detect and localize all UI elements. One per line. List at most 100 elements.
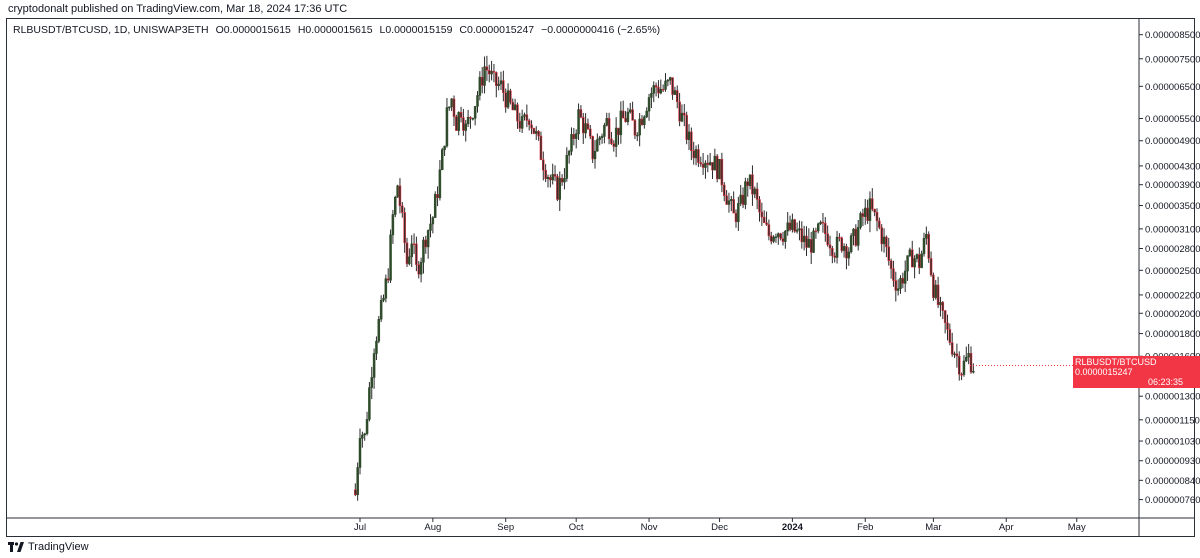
x-tick-label: Jul [354,522,366,533]
candle-body [572,134,576,139]
candle-body [753,188,757,195]
candle-body [551,174,554,181]
candle-body [605,118,608,126]
candle-body [955,353,959,357]
candle-body [751,174,754,195]
candle-body [704,162,707,168]
candle-body [513,104,517,111]
candle-body [730,199,733,201]
candle-body [356,467,359,496]
candle-body [817,223,820,232]
y-tick-label: 0.0000013000 [1145,392,1200,403]
candle-body [948,329,952,343]
candle-body [558,177,561,200]
candle-body [972,370,975,373]
candle-body [502,80,505,94]
candle-body [417,264,420,275]
candle-body [868,198,872,221]
candle-body [833,255,836,258]
time-axis: Jul Aug Sep Oct Nov Dec 2024 Feb Mar Apr May [354,518,1086,533]
candle-body [466,116,470,125]
candle-body [927,233,930,259]
ohlc-legend: RLBUSDT/BTCUSD, 1D, UNISWAP3ETH O0.00000… [13,24,664,36]
candle-body [469,116,472,119]
candle-body [864,207,867,217]
candle-body [666,79,670,82]
candle-body [767,224,771,237]
candle-body [542,159,545,171]
candle-body [659,88,663,94]
candle-body [422,239,425,263]
candle-body [828,244,832,249]
candle-body [849,235,853,253]
candle-body [795,229,799,232]
candle-body [861,213,865,217]
x-tick-label: May [1068,522,1086,533]
candle-body [934,284,937,298]
candle-body [802,235,806,243]
candle-body [607,118,611,140]
y-tick-label: 0.0000007600 [1145,495,1200,506]
candle-body [770,235,773,242]
candle-body [459,112,463,118]
candle-body [708,162,712,165]
candle-body [424,239,428,248]
candle-body [429,223,432,231]
candle-body [701,163,705,168]
y-tick-label: 0.0000025000 [1145,266,1200,277]
y-tick-label: 0.0000039000 [1145,180,1200,191]
candle-body [412,243,416,246]
candle-body [553,174,557,177]
candle-body [549,177,552,181]
candle-body [629,109,632,113]
y-tick-label: 0.0000028000 [1145,244,1200,255]
candle-body [960,374,963,376]
candle-body [530,124,533,129]
candle-body [377,318,381,342]
candle-body [887,246,890,261]
candle-body [485,66,489,71]
x-tick-label: Nov [641,522,658,533]
candle-body [969,353,973,373]
candle-body [621,110,625,119]
candle-body [584,123,587,134]
y-tick-label: 0.0000022000 [1145,290,1200,301]
candle-body [405,242,409,265]
candle-body [631,109,634,121]
candle-body [525,114,529,121]
candle-body [419,261,423,275]
candle-body [920,253,923,268]
candle-body [488,70,491,75]
candle-body [880,227,883,245]
candle-body [473,106,477,119]
x-tick-label: Oct [569,522,584,533]
tradingview-logo[interactable]: TradingView [8,541,89,553]
candle-body [918,254,921,268]
candle-body [758,199,761,213]
candle-body [497,83,500,87]
candle-body [676,90,679,103]
candle-body [772,236,775,242]
candle-body [878,220,881,228]
candle-body [368,387,371,420]
candle-body [821,221,825,224]
candle-body [619,110,623,136]
candle-body [800,228,804,243]
candle-body [441,149,444,170]
y-tick-label: 0.0000035000 [1145,201,1200,212]
candle-body [791,219,794,230]
candle-body [577,109,580,135]
candle-body [535,131,538,134]
legend-open: O0.0000015615 [215,24,291,36]
candle-body [943,310,947,324]
candle-body [899,277,902,289]
legend-symbol[interactable]: RLBUSDT/BTCUSD, 1D, UNISWAP3ETH [13,24,209,36]
x-tick-label: Aug [424,522,441,533]
y-tick-label: 0.0000020000 [1145,309,1200,320]
candle-body [911,249,914,268]
candle-body [565,155,569,179]
candle-body [908,249,912,256]
candle-body [516,104,519,122]
candle-body [410,243,413,258]
